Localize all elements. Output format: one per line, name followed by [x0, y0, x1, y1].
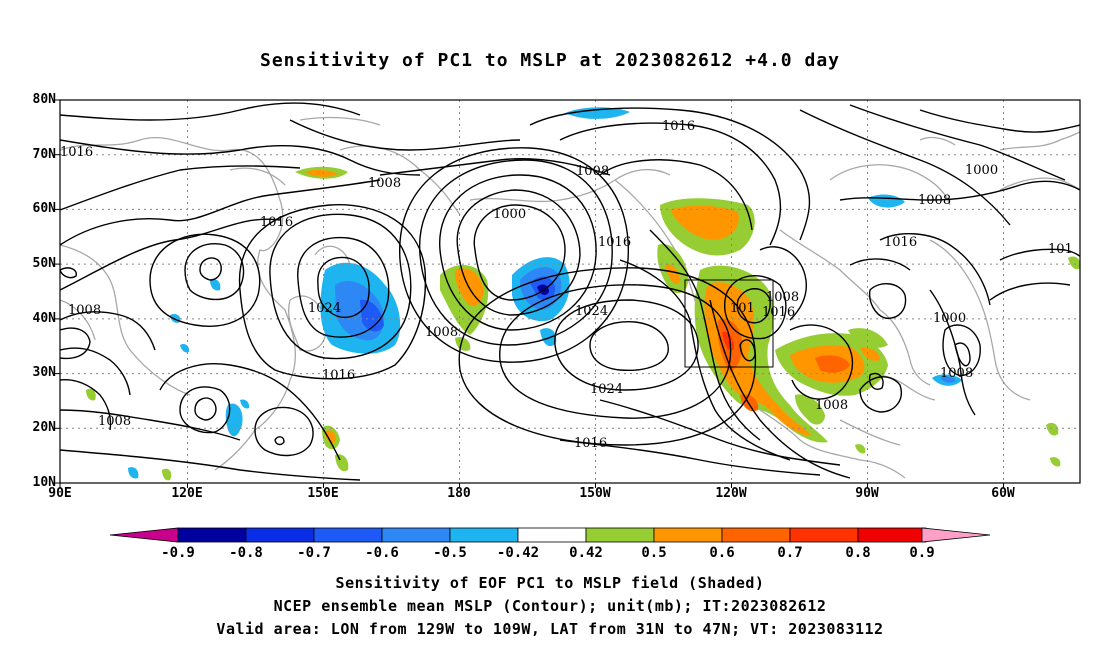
- lon-tick-label: 150W: [579, 486, 611, 501]
- lat-tick-label: 10N: [32, 475, 56, 490]
- caption-line: NCEP ensemble mean MSLP (Contour); unit(…: [273, 597, 827, 615]
- lat-tick-label: 40N: [32, 311, 56, 326]
- mslp-contours: [60, 102, 1080, 481]
- colorbar-label: -0.42: [496, 545, 540, 561]
- lat-tick-label: 20N: [32, 420, 56, 435]
- lat-lon-grid: [60, 100, 1080, 483]
- contour-label: 1000: [493, 207, 526, 222]
- contour-label: 1008: [425, 325, 458, 340]
- contour-label: 1008: [98, 414, 131, 429]
- lon-tick-label: 150E: [307, 486, 339, 501]
- contour-label: 1016: [260, 215, 293, 230]
- colorbar-cell: [177, 527, 247, 543]
- contour-label: 1016: [598, 235, 631, 250]
- contour-label: 1008: [576, 164, 609, 179]
- lat-tick-label: 80N: [32, 92, 56, 107]
- contour-label: 101: [1048, 242, 1073, 257]
- colorbar-cell: [653, 527, 723, 543]
- contour-label: 1008: [68, 303, 101, 318]
- contour-label: 1000: [965, 163, 998, 178]
- valid-area-box: [684, 279, 774, 368]
- colorbar-cell: [245, 527, 315, 543]
- colorbar-label: 0.6: [709, 545, 735, 561]
- map-title: Sensitivity of PC1 to MSLP at 2023082612…: [259, 50, 840, 71]
- contour-label: 1024: [575, 304, 608, 319]
- colorbar-label: -0.5: [433, 545, 467, 561]
- colorbar: [109, 527, 991, 543]
- contour-label: 1008: [918, 193, 951, 208]
- lat-tick-label: 50N: [32, 256, 56, 271]
- sensitivity-shading: [86, 107, 1080, 481]
- contour-label: 1016: [884, 235, 917, 250]
- colorbar-end-low: [109, 527, 179, 543]
- colorbar-cell: [585, 527, 655, 543]
- contour-label: 1024: [308, 301, 341, 316]
- colorbar-cell: [517, 527, 587, 543]
- contour-label: 1016: [60, 145, 93, 160]
- contour-label: 1016: [662, 119, 695, 134]
- colorbar-label: 0.5: [641, 545, 667, 561]
- lon-tick-label: 120W: [715, 486, 747, 501]
- lat-tick-label: 30N: [32, 365, 56, 380]
- colorbar-label: 0.42: [569, 545, 603, 561]
- plot-area: [60, 100, 1080, 483]
- colorbar-cell: [721, 527, 791, 543]
- colorbar-cell: [381, 527, 451, 543]
- contour-label: 101: [730, 301, 755, 316]
- lat-tick-label: 60N: [32, 201, 56, 216]
- caption-line: Valid area: LON from 129W to 109W, LAT f…: [216, 620, 884, 638]
- contour-label: 1008: [815, 398, 848, 413]
- colorbar-cell: [449, 527, 519, 543]
- contour-label: 1016: [574, 436, 607, 451]
- contour-label: 1008: [766, 290, 799, 305]
- axis-ticks: [55, 99, 1004, 488]
- colorbar-label: 0.8: [845, 545, 871, 561]
- colorbar-label: 0.9: [909, 545, 935, 561]
- lon-tick-label: 90E: [48, 486, 72, 501]
- contour-label: 1016: [322, 368, 355, 383]
- colorbar-label: -0.7: [297, 545, 331, 561]
- lon-tick-label: 90W: [855, 486, 879, 501]
- colorbar-cell: [313, 527, 383, 543]
- contour-labels: 1016 1016 1008 1008 1000 1016 1008 1024 …: [60, 119, 1073, 451]
- lat-tick-label: 70N: [32, 147, 56, 162]
- contour-label: 1008: [368, 176, 401, 191]
- lon-tick-label: 120E: [171, 486, 203, 501]
- lon-tick-label: 60W: [991, 486, 1015, 501]
- colorbar-end-high: [921, 527, 991, 543]
- contour-label: 1000: [933, 311, 966, 326]
- colorbar-label: -0.6: [365, 545, 399, 561]
- lon-tick-label: 180: [447, 486, 471, 501]
- colorbar-cell: [857, 527, 927, 543]
- caption-line: Sensitivity of EOF PC1 to MSLP field (Sh…: [335, 574, 765, 592]
- colorbar-label: -0.9: [161, 545, 195, 561]
- colorbar-label: -0.8: [229, 545, 263, 561]
- contour-label: 1016: [762, 305, 795, 320]
- plot-frame: [59, 99, 1081, 484]
- contour-label: 1024: [590, 382, 623, 397]
- colorbar-cell: [789, 527, 859, 543]
- colorbar-label: 0.7: [777, 545, 803, 561]
- contour-label: 1008: [940, 366, 973, 381]
